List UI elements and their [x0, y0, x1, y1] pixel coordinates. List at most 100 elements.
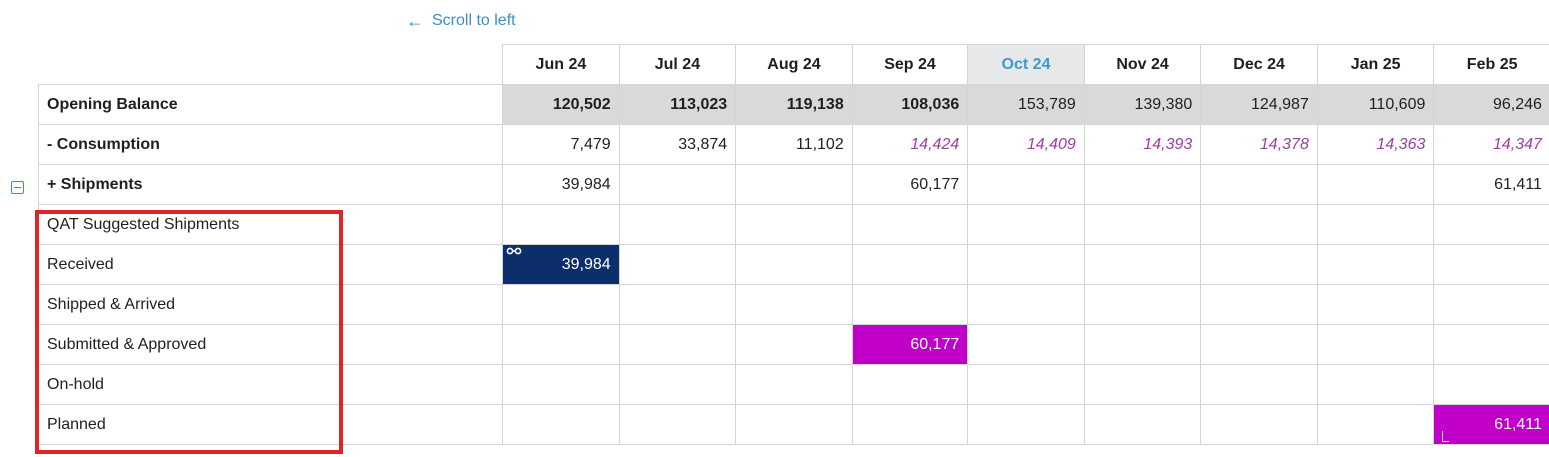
table-cell[interactable] [1200, 164, 1318, 205]
col-header: Feb 25 [1433, 44, 1549, 85]
table-cell[interactable]: 11,102 [735, 124, 853, 165]
table-cell[interactable]: 14,378 [1200, 124, 1318, 165]
table-cell[interactable] [1200, 324, 1318, 365]
table-cell[interactable]: 61,411 [1433, 164, 1549, 205]
scroll-to-left-link[interactable]: ← Scroll to left [406, 9, 516, 33]
col-header: Jan 25 [1316, 44, 1435, 85]
on-hold-row: On-hold [37, 364, 1549, 405]
table-cell[interactable] [502, 364, 620, 405]
row-label: Planned [37, 404, 504, 445]
row-label: + Shipments [37, 164, 504, 205]
row-label: Submitted & Approved [37, 324, 504, 365]
table-cell[interactable]: 33,874 [618, 124, 737, 165]
table-cell[interactable] [1433, 324, 1549, 365]
table-cell[interactable] [618, 244, 737, 285]
table-cell[interactable] [1200, 364, 1318, 405]
table-cell[interactable] [502, 404, 620, 445]
table-cell[interactable] [967, 244, 1085, 285]
table-cell[interactable] [1316, 164, 1435, 205]
table-cell[interactable] [851, 244, 969, 285]
table-cell: 139,380 [1083, 84, 1202, 125]
table-cell[interactable] [618, 204, 737, 245]
table-cell[interactable] [1200, 404, 1318, 445]
submitted-shipment-cell[interactable]: 60,177 [851, 324, 969, 365]
table-cell[interactable] [1200, 204, 1318, 245]
table-cell[interactable] [1316, 364, 1435, 405]
table-cell[interactable] [1316, 244, 1435, 285]
table-cell[interactable] [1200, 284, 1318, 325]
table-cell[interactable]: 39,984 [502, 164, 620, 205]
table-cell[interactable] [1083, 324, 1202, 365]
table-cell[interactable] [618, 324, 737, 365]
table-cell[interactable] [1083, 404, 1202, 445]
table-cell[interactable] [1316, 324, 1435, 365]
table-cell[interactable]: 14,363 [1316, 124, 1435, 165]
table-cell[interactable] [735, 244, 853, 285]
table-cell[interactable] [618, 164, 737, 205]
scroll-to-left-label: Scroll to left [432, 12, 516, 29]
table-cell[interactable] [735, 204, 853, 245]
table-cell: 108,036 [851, 84, 969, 125]
table-cell[interactable] [1083, 204, 1202, 245]
table-cell[interactable] [1200, 244, 1318, 285]
table-cell[interactable]: 14,347 [1433, 124, 1549, 165]
table-cell[interactable] [851, 364, 969, 405]
received-shipment-cell[interactable]: 39,984 [502, 244, 620, 285]
table-cell[interactable] [1083, 164, 1202, 205]
table-cell[interactable]: 14,393 [1083, 124, 1202, 165]
table-cell[interactable] [967, 284, 1085, 325]
shipments-row: + Shipments 39,984 60,177 61,411 [37, 164, 1549, 205]
header-row: Jun 24 Jul 24 Aug 24 Sep 24 Oct 24 Nov 2… [38, 44, 1549, 85]
table-cell[interactable] [1316, 284, 1435, 325]
table-cell[interactable] [735, 404, 853, 445]
received-shipment-value: 39,984 [561, 255, 611, 273]
table-cell[interactable]: 60,177 [851, 164, 969, 205]
table-cell[interactable] [967, 204, 1085, 245]
table-cell[interactable] [1433, 284, 1549, 325]
consumption-row: - Consumption 7,479 33,874 11,102 14,424… [37, 124, 1549, 165]
table-cell[interactable] [1433, 364, 1549, 405]
table-cell[interactable] [618, 404, 737, 445]
table-cell[interactable] [618, 364, 737, 405]
received-row: Received 39,984 [37, 244, 1549, 285]
table-cell[interactable] [735, 324, 853, 365]
table-cell[interactable] [967, 364, 1085, 405]
table-cell[interactable] [502, 324, 620, 365]
table-cell[interactable] [967, 404, 1085, 445]
table-cell[interactable] [735, 364, 853, 405]
table-cell[interactable] [1083, 284, 1202, 325]
table-cell[interactable] [1083, 244, 1202, 285]
collapse-minus-icon[interactable] [11, 181, 24, 194]
table-cell[interactable] [1316, 404, 1435, 445]
col-header: Nov 24 [1083, 44, 1202, 85]
table-cell[interactable] [851, 284, 969, 325]
planned-shipment-cell[interactable]: 61,411 [1433, 404, 1549, 445]
table-cell[interactable] [1316, 204, 1435, 245]
table-cell: 119,138 [735, 84, 853, 125]
table-cell[interactable] [618, 284, 737, 325]
col-header: Dec 24 [1200, 44, 1318, 85]
col-header-current: Oct 24 [967, 44, 1085, 85]
opening-balance-row: Opening Balance 120,502 113,023 119,138 … [37, 84, 1549, 125]
table-cell[interactable] [967, 164, 1085, 205]
col-header: Sep 24 [851, 44, 969, 85]
table-cell[interactable] [967, 324, 1085, 365]
table-cell[interactable] [735, 164, 853, 205]
table-cell[interactable] [735, 284, 853, 325]
table-cell[interactable] [502, 204, 620, 245]
arrow-left-icon: ← [406, 11, 424, 31]
col-header: Aug 24 [735, 44, 853, 85]
table-cell[interactable] [1433, 244, 1549, 285]
table-cell[interactable]: 14,424 [851, 124, 969, 165]
table-cell[interactable]: 14,409 [967, 124, 1085, 165]
planned-row: Planned 61,411 [37, 404, 1549, 445]
table-cell[interactable] [1433, 204, 1549, 245]
header-blank-cell [38, 44, 504, 85]
table-cell[interactable] [851, 404, 969, 445]
table-cell[interactable] [1083, 364, 1202, 405]
table-cell[interactable] [502, 284, 620, 325]
row-label: Received [37, 244, 504, 285]
corner-mark-icon [1442, 431, 1450, 442]
table-cell[interactable] [851, 204, 969, 245]
table-cell[interactable]: 7,479 [502, 124, 620, 165]
